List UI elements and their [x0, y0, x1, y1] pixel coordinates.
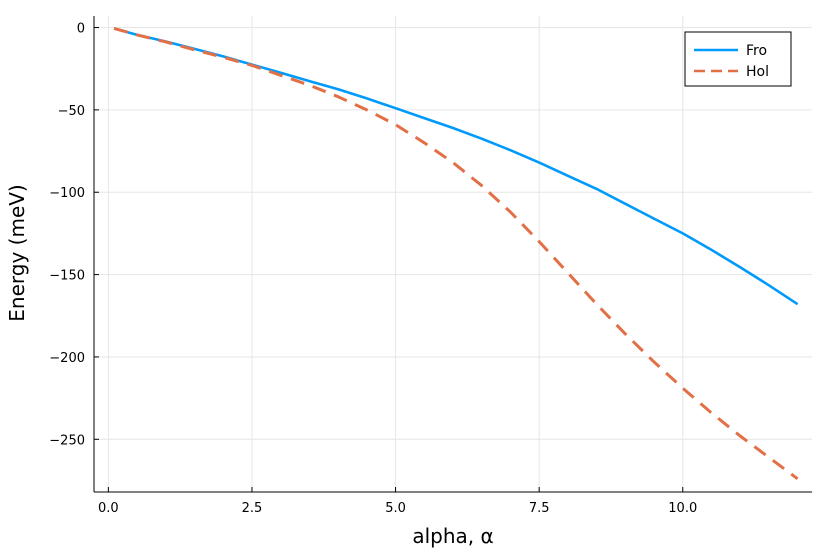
- y-tick-label: −50: [58, 104, 85, 119]
- y-axis-label: Energy (meV): [5, 184, 29, 321]
- y-tick-label: −200: [49, 351, 85, 366]
- x-axis-label: alpha, α: [412, 524, 493, 548]
- y-tick-label: −150: [49, 269, 85, 284]
- legend-box: [684, 31, 792, 87]
- legend: Fro Hol: [684, 31, 792, 87]
- x-tick-label: 7.5: [529, 501, 550, 516]
- x-tick-label: 10.0: [668, 501, 697, 516]
- series-line-hol: [113, 26, 799, 481]
- y-tick-label: −100: [49, 186, 85, 201]
- legend-label-fro: Fro: [746, 43, 767, 59]
- y-tick-label: 0: [77, 22, 85, 37]
- y-tick-label: −250: [49, 433, 85, 448]
- x-ticks: 0.0 2.5 5.0 7.5 10.0: [98, 487, 697, 516]
- series: [113, 26, 799, 481]
- legend-label-hol: Hol: [746, 64, 769, 80]
- x-tick-label: 2.5: [242, 501, 263, 516]
- y-ticks: 0 −50 −100 −150 −200 −250: [49, 22, 99, 448]
- axes: [93, 16, 812, 493]
- grid: [94, 16, 812, 492]
- x-tick-label: 5.0: [385, 501, 406, 516]
- series-line-fro: [113, 27, 799, 306]
- x-tick-label: 0.0: [98, 501, 119, 516]
